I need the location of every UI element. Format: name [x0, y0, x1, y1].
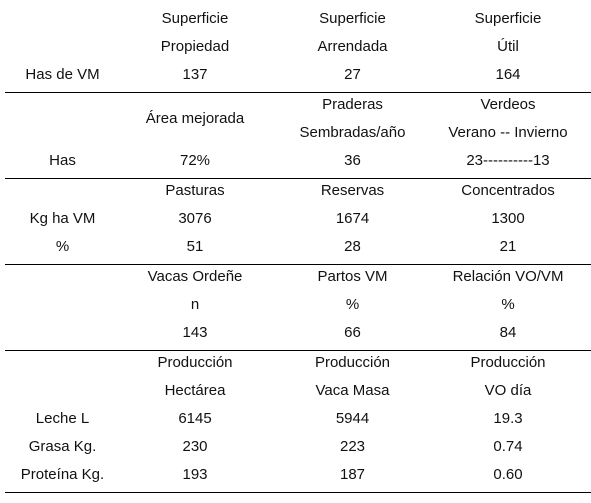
value-leche-vo-dia: 19.3 [493, 410, 523, 427]
section-divider [5, 264, 591, 265]
header-produccion-hectarea-1: Producción [157, 354, 233, 371]
header-praderas: Praderas [322, 96, 383, 113]
value-verdeos: 23----------13 [466, 152, 550, 169]
value-superficie-propiedad: 137 [182, 66, 208, 83]
header-superficie-util-1: Superficie [474, 10, 542, 27]
header-verano-invierno: Verano -- Invierno [448, 124, 568, 141]
value-relacion-vo-vm: 84 [499, 324, 517, 341]
value-area-mejorada: 72% [179, 152, 211, 169]
header-util: Útil [497, 38, 519, 55]
value-partos-vm: 66 [344, 324, 361, 341]
value-concentrados-kg: 1300 [491, 210, 525, 227]
value-proteina-vaca-masa: 187 [339, 466, 366, 483]
header-partos-vm: Partos VM [317, 268, 388, 285]
header-superficie-arrendada-1: Superficie [319, 10, 386, 27]
value-proteina-hectarea: 193 [182, 466, 208, 483]
value-concentrados-pct: 21 [499, 238, 517, 255]
value-superficie-arrendada: 27 [344, 66, 361, 83]
header-reservas: Reservas [320, 182, 385, 199]
header-sembradas-ano: Sembradas/año [299, 124, 406, 141]
value-superficie-util: 164 [495, 66, 521, 83]
section-divider [5, 92, 591, 93]
value-proteina-vo-dia: 0.60 [493, 466, 523, 483]
value-grasa-vaca-masa: 223 [339, 438, 366, 455]
row-label-has: Has [49, 152, 76, 169]
header-hectarea: Hectárea [164, 382, 226, 399]
value-pasturas-pct: 51 [186, 238, 204, 255]
value-grasa-hectarea: 230 [182, 438, 208, 455]
value-praderas: 36 [344, 152, 361, 169]
header-produccion-vo-dia-1: Producción [470, 354, 546, 371]
section-divider [5, 350, 591, 351]
row-label-kg-ha-vm: Kg ha VM [29, 210, 96, 227]
value-vacas-ordene: 143 [182, 324, 208, 341]
row-label-leche: Leche L [35, 410, 90, 427]
header-vacas-ordene: Vacas Ordeñe [147, 268, 243, 285]
table-bottom-rule [5, 492, 591, 493]
header-vaca-masa: Vaca Masa [315, 382, 390, 399]
row-label-has-de-vm: Has de VM [25, 66, 100, 83]
header-verdeos: Verdeos [480, 96, 536, 113]
header-vo-dia: VO día [484, 382, 532, 399]
header-relacion-vo-vm: Relación VO/VM [452, 268, 564, 285]
value-grasa-vo-dia: 0.74 [493, 438, 523, 455]
unit-relacion-vo-vm: % [501, 296, 515, 313]
header-arrendada: Arrendada [317, 38, 388, 55]
value-leche-vaca-masa: 5944 [335, 410, 370, 427]
header-concentrados: Concentrados [461, 182, 555, 199]
header-superficie-propiedad-1: Superficie [161, 10, 229, 27]
row-label-proteina: Proteína Kg. [20, 466, 105, 483]
header-area-mejorada: Área mejorada [145, 110, 245, 127]
header-pasturas: Pasturas [165, 182, 225, 199]
unit-vacas-ordene: n [190, 296, 200, 313]
header-propiedad: Propiedad [160, 38, 230, 55]
section-divider [5, 178, 591, 179]
header-produccion-vaca-masa-1: Producción [314, 354, 391, 371]
row-label-percent: % [55, 238, 70, 255]
value-reservas-pct: 28 [344, 238, 361, 255]
value-pasturas-kg: 3076 [178, 210, 212, 227]
value-leche-hectarea: 6145 [178, 410, 212, 427]
value-reservas-kg: 1674 [335, 210, 370, 227]
row-label-grasa: Grasa Kg. [28, 438, 97, 455]
unit-partos-vm: % [345, 296, 360, 313]
